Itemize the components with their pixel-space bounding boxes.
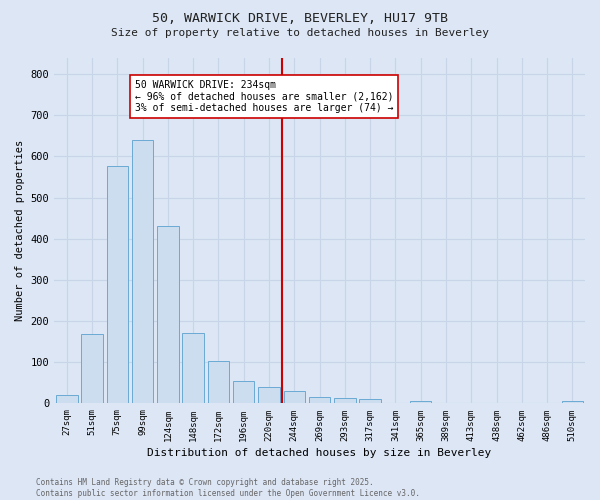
Bar	[208, 361, 229, 404]
Bar	[359, 400, 381, 404]
Bar	[157, 226, 179, 404]
Text: Contains HM Land Registry data © Crown copyright and database right 2025.
Contai: Contains HM Land Registry data © Crown c…	[36, 478, 420, 498]
Bar	[107, 166, 128, 404]
Bar	[82, 334, 103, 404]
Bar	[309, 398, 331, 404]
Bar	[56, 395, 77, 404]
Y-axis label: Number of detached properties: Number of detached properties	[15, 140, 25, 321]
Bar	[132, 140, 154, 404]
Text: Size of property relative to detached houses in Beverley: Size of property relative to detached ho…	[111, 28, 489, 38]
X-axis label: Distribution of detached houses by size in Beverley: Distribution of detached houses by size …	[148, 448, 492, 458]
Bar	[410, 402, 431, 404]
Bar	[182, 334, 204, 404]
Bar	[334, 398, 356, 404]
Bar	[562, 402, 583, 404]
Text: 50, WARWICK DRIVE, BEVERLEY, HU17 9TB: 50, WARWICK DRIVE, BEVERLEY, HU17 9TB	[152, 12, 448, 26]
Bar	[258, 387, 280, 404]
Bar	[233, 381, 254, 404]
Bar	[284, 391, 305, 404]
Text: 50 WARWICK DRIVE: 234sqm
← 96% of detached houses are smaller (2,162)
3% of semi: 50 WARWICK DRIVE: 234sqm ← 96% of detach…	[135, 80, 394, 114]
Bar	[435, 402, 457, 404]
